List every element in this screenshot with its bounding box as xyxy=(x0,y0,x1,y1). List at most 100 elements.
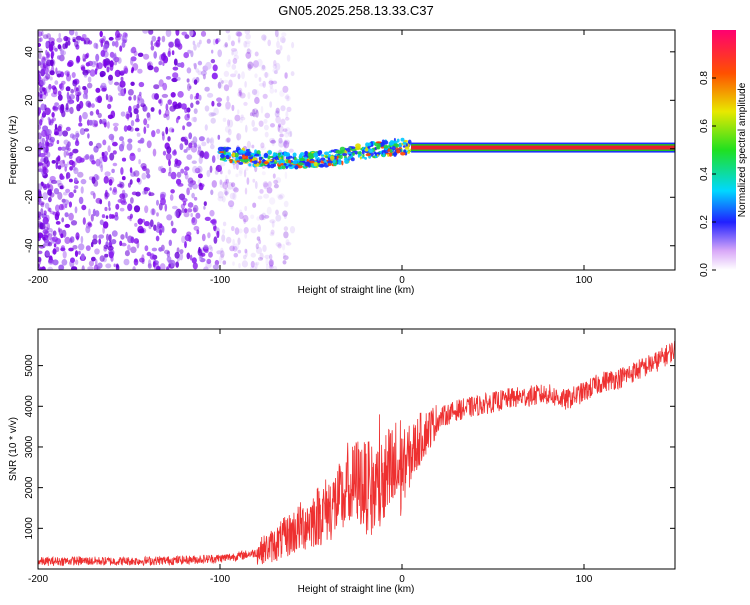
spectrogram-noise-blob xyxy=(244,187,248,195)
spectrogram-noise-blob xyxy=(282,252,286,258)
spectrogram-noise-blob xyxy=(162,52,166,57)
spectrogram-noise-blob xyxy=(107,145,111,153)
spectrogram-ridge-blob xyxy=(389,140,395,146)
spectrogram-noise-blob xyxy=(245,249,248,257)
spectrogram-noise-blob xyxy=(77,171,84,178)
spectrogram-noise-blob xyxy=(80,178,87,185)
spectrogram-noise-blob xyxy=(110,255,114,262)
spectrogram-noise-blob xyxy=(289,226,296,234)
spectrogram-ridge-blob xyxy=(278,161,281,165)
spectrogram-noise-blob xyxy=(38,183,43,191)
spectrogram-ridge-blob xyxy=(383,144,389,149)
spectrogram-noise-blob xyxy=(189,254,193,261)
spectrogram-noise-blob xyxy=(166,214,173,221)
spectrogram-noise-blob xyxy=(38,162,44,166)
spectrogram-noise-blob xyxy=(254,51,259,57)
spectrogram-noise-blob xyxy=(66,71,70,78)
spectrogram-noise-blob xyxy=(52,259,59,266)
spectrogram-noise-blob xyxy=(189,93,194,100)
spectrogram-noise-blob xyxy=(250,265,257,270)
spectrogram-noise-blob xyxy=(57,165,62,170)
spectrogram-ridge-blob xyxy=(403,139,408,143)
spectrogram-noise-blob xyxy=(284,116,290,121)
spectrogram-noise-blob xyxy=(237,91,243,97)
spectrogram-noise-blob xyxy=(41,55,46,63)
spectrogram-noise-blob xyxy=(275,242,282,247)
spectrogram-noise-blob xyxy=(41,129,47,138)
spectrogram-noise-blob xyxy=(65,188,71,193)
spectrogram-ridge-blob xyxy=(339,146,346,152)
spectrogram-noise-blob xyxy=(167,136,171,142)
spectrogram-noise-blob xyxy=(95,142,102,149)
spectrogram-noise-blob xyxy=(59,50,67,56)
spectrogram-noise-blob xyxy=(255,246,263,254)
spectrogram-noise-blob xyxy=(91,256,96,262)
spectrogram-noise-blob xyxy=(283,213,287,220)
spectrogram-noise-blob xyxy=(238,263,241,269)
spectrogram-noise-blob xyxy=(48,37,55,44)
spectrogram-noise-blob xyxy=(94,248,100,255)
spectrogram-ridge-blob xyxy=(374,152,381,156)
spectrogram-noise-blob xyxy=(90,60,97,68)
colorbar: 0.0 0.2 0.4 0.6 0.8 Normalized spectral ampl… xyxy=(699,30,748,277)
spectrogram-noise-blob xyxy=(74,259,79,265)
spectrogram-noise-blob xyxy=(259,214,265,221)
spectrogram-ridge-blob xyxy=(330,155,335,160)
spectrogram-noise-blob xyxy=(165,153,172,161)
spectrogram-noise-blob xyxy=(265,263,269,270)
spectrogram-noise-blob xyxy=(78,250,81,255)
spectrogram-ridge-blob xyxy=(367,142,372,146)
spectrogram-ridge-blob xyxy=(317,150,323,156)
spectrogram-noise-blob xyxy=(130,197,134,204)
spectrogram-noise-blob xyxy=(57,183,64,188)
spectrogram-ridge-blob xyxy=(357,151,362,155)
spectrogram-noise-blob xyxy=(183,52,189,59)
spectrogram-noise-blob xyxy=(98,234,104,239)
spectrogram-noise-blob xyxy=(89,111,94,116)
spectrogram-noise-blob xyxy=(238,228,243,234)
spectrogram-noise-blob xyxy=(270,139,277,144)
spectrogram-noise-blob xyxy=(252,108,258,115)
snr-y-ticks: 1000 2000 3000 4000 5000 xyxy=(24,354,675,539)
spectrogram-noise-blob xyxy=(211,218,217,226)
spectrogram-noise-blob xyxy=(38,70,41,75)
spectrogram-noise-blob xyxy=(197,60,203,66)
spectrogram-noise-blob xyxy=(121,242,127,247)
spectrogram-noise-blob xyxy=(101,152,105,159)
spectrogram-noise-blob xyxy=(146,113,151,121)
spectrogram-noise-blob xyxy=(121,41,126,48)
spectrogram-noise-blob xyxy=(106,66,110,73)
spectrogram-noise-blob xyxy=(104,171,111,177)
spectrogram-noise-blob xyxy=(249,49,253,55)
spectrogram-ridge-blob xyxy=(253,153,260,157)
snr-y-label: SNR (10 * v/v) xyxy=(8,417,19,481)
spectrogram-noise-blob xyxy=(160,197,166,206)
spectrogram-noise-blob xyxy=(151,93,157,100)
spectrogram-noise-blob xyxy=(272,64,278,69)
spectrogram-ridge-blob xyxy=(298,162,304,166)
spectrogram-noise-blob xyxy=(283,140,290,149)
spectrogram-noise-blob xyxy=(113,263,116,268)
spectrogram-noise-blob xyxy=(182,201,187,206)
spectrogram-noise-blob xyxy=(222,221,227,227)
spectrogram-noise-blob xyxy=(146,140,152,149)
spectrogram-ridge-blob xyxy=(389,146,392,150)
spectrogram-noise-blob xyxy=(99,30,103,38)
spectrogram-noise-blob xyxy=(277,243,282,249)
spectrogram-noise-blob xyxy=(85,225,91,234)
spectrogram-noise-blob xyxy=(183,170,188,176)
spectrogram-noise-blob xyxy=(102,139,107,146)
spectrogram-noise-blob xyxy=(124,250,130,257)
spectrogram-ridge-blob xyxy=(300,152,305,156)
spectrogram-noise-blob xyxy=(234,186,238,192)
spectrogram-noise-blob xyxy=(41,137,46,144)
spectrogram-noise-blob xyxy=(251,89,258,95)
spectrogram-noise-blob xyxy=(225,174,228,182)
spectrogram-noise-blob xyxy=(203,248,209,254)
spectrogram-noise-blob xyxy=(73,167,79,175)
spectrogram-ridge-blob xyxy=(304,151,309,156)
spectrogram-noise-blob xyxy=(119,136,124,142)
spectrogram-noise-blob xyxy=(232,192,237,201)
spectrogram-ridge-blob xyxy=(324,151,329,156)
spectrogram-ridge-blob xyxy=(258,160,262,164)
